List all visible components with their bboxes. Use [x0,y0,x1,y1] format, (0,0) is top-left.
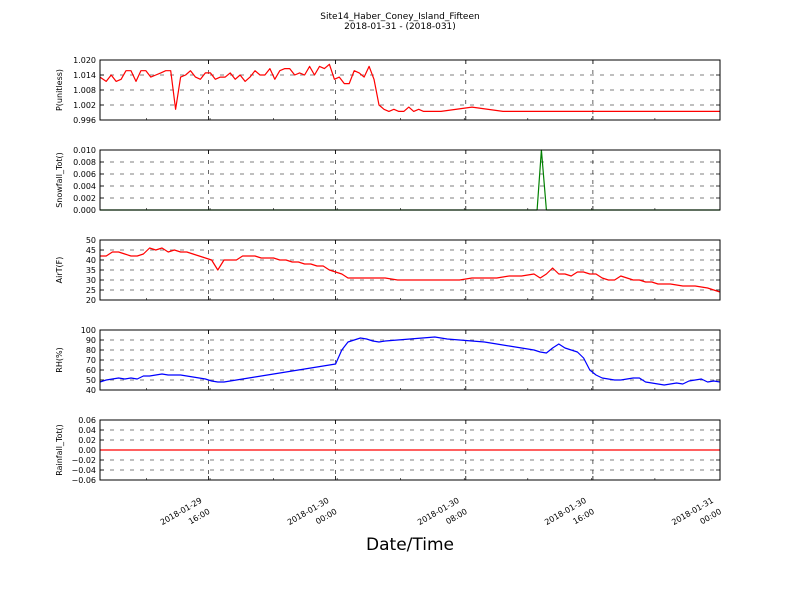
plot-frame [99,329,721,391]
y-tick-label: 1.020 [73,56,96,65]
y-tick-label: 0.02 [78,436,96,445]
panels: 0.996 1.002 1.008 1.014 1.020 P(unitless) 0.00… [55,56,723,527]
y-tick-label: 0.006 [73,170,96,179]
y-axis-label: RH(%) [55,347,64,372]
y-axis-label: AirT(F) [55,257,64,284]
y-tick-label: 100 [81,326,96,335]
y-tick-label: 0.00 [78,446,96,455]
series-line [99,63,720,113]
y-tick-label: 25 [86,286,96,295]
y-tick-label: 45 [86,246,96,255]
plot-frame [99,59,721,121]
y-tick-label: 35 [86,266,96,275]
y-tick-label: 20 [86,296,96,305]
panel-0: 0.996 1.002 1.008 1.014 1.020 P(unitless) [55,56,721,125]
plot-frame [99,239,721,301]
y-tick-label: 70 [86,356,96,365]
y-tick-label: −0.04 [71,466,96,475]
y-tick-label: 90 [86,336,96,345]
series-line [99,336,721,386]
figure-title: Site14_Haber_Coney_Island_Fifteen [320,12,479,22]
y-tick-label: 50 [86,376,96,385]
y-axis-label: Snowfall_Tot() [55,152,64,208]
y-tick-label: 40 [86,256,96,265]
y-tick-label: 0.004 [73,182,96,191]
series-line [100,247,721,293]
y-tick-label: 60 [86,366,96,375]
y-tick-label: 0.002 [73,194,96,203]
y-tick-label: 1.002 [73,101,96,110]
y-axis-label: Rainfall_Tot() [55,424,64,476]
y-axis-label: P(unitless) [55,69,64,111]
y-tick-label: 1.014 [73,71,96,80]
plot-frame [99,149,721,211]
series-line [100,149,720,211]
y-tick-label: 30 [86,276,96,285]
y-tick-label: 0.04 [78,426,96,435]
figure-subtitle: 2018-01-31 - (2018-031) [344,22,456,32]
panel-4: −0.06−0.04−0.020.000.020.040.06 Rainfall_… [55,416,721,485]
y-tick-label: 40 [86,386,96,395]
y-tick-label: 0.000 [73,206,96,215]
y-tick-label: 50 [86,236,96,245]
y-tick-label: 80 [86,346,96,355]
y-tick-label: 0.996 [73,116,96,125]
plot-frame [99,419,721,481]
y-tick-label: −0.02 [71,456,96,465]
y-tick-label: −0.06 [71,476,96,485]
y-tick-label: 0.010 [73,146,96,155]
y-tick-label: 0.06 [78,416,96,425]
y-tick-label: 1.008 [73,86,96,95]
x-axis-label: Date/Time [366,535,454,555]
y-tick-label: 0.008 [73,158,96,167]
panel-1: 0.000 0.002 0.004 0.006 0.008 0.010 Snowfall_T… [55,146,721,215]
